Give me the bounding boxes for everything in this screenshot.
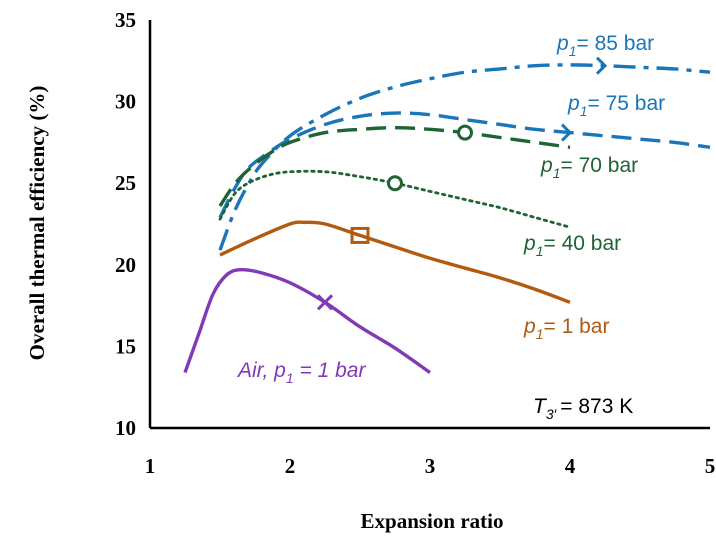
- marker-p75: [560, 123, 573, 142]
- series-label-p70-sub: 1: [553, 165, 561, 181]
- plot-frame: [148, 20, 710, 430]
- series-label-p40: p1= 40 bar: [523, 232, 621, 259]
- x-tick-4: 4: [565, 454, 576, 478]
- temperature-annotation: T3′ = 873 K: [533, 395, 633, 422]
- marker-p70: [457, 124, 473, 141]
- series-label-p40-sub: 1: [536, 243, 544, 259]
- series-line-p40: [218, 169, 572, 229]
- y-axis-title: Overall thermal efficiency (%): [25, 86, 49, 361]
- series-label-p85-prefix: p: [556, 32, 569, 55]
- series-label-p85-suffix: = 85 bar: [576, 32, 654, 55]
- series-label-air-prefix: Air, p: [236, 359, 286, 382]
- x-axis-title: Expansion ratio: [361, 509, 504, 533]
- y-tick-10: 10: [115, 416, 136, 440]
- marker-group: [316, 56, 608, 311]
- temperature-annotation-prefix: T: [533, 395, 548, 418]
- y-tick-35: 35: [115, 8, 136, 32]
- series-label-p1: p1= 1 bar: [523, 315, 609, 342]
- y-tick-30: 30: [115, 90, 136, 114]
- series-label-p75: p1= 75 bar: [567, 92, 665, 119]
- y-tick-20: 20: [115, 253, 136, 277]
- series-label-air-suffix: = 1 bar: [294, 359, 367, 382]
- series-label-p40-suffix: = 40 bar: [543, 232, 621, 255]
- series-line-p1: [219, 220, 571, 304]
- series-label-p1-sub: 1: [536, 326, 544, 342]
- marker-p1: [350, 226, 370, 244]
- marker-p40: [387, 175, 403, 192]
- temperature-annotation-sub: 3′: [546, 406, 558, 422]
- series-label-air-sub: 1: [286, 370, 294, 386]
- marker-p85: [595, 56, 608, 75]
- series-group: [183, 63, 711, 374]
- series-label-p75-suffix: = 75 bar: [587, 92, 665, 115]
- x-tick-labels: 1 2 3 4 5: [145, 454, 716, 478]
- x-tick-5: 5: [705, 454, 716, 478]
- series-label-p75-prefix: p: [567, 92, 580, 115]
- series-label-p70-prefix: p: [540, 154, 553, 177]
- series-label-p70: p1= 70 bar: [540, 154, 638, 181]
- y-tick-labels: 10 15 20 25 30 35: [115, 8, 136, 440]
- x-tick-1: 1: [145, 454, 156, 478]
- series-line-p70: [218, 126, 571, 207]
- y-tick-15: 15: [115, 334, 136, 358]
- series-label-p85-sub: 1: [569, 43, 577, 59]
- series-label-air: Air, p1 = 1 bar: [236, 359, 366, 386]
- y-tick-25: 25: [115, 171, 136, 195]
- series-label-p70-suffix: = 70 bar: [560, 154, 638, 177]
- series-label-p40-prefix: p: [523, 232, 536, 255]
- series-label-p85: p1= 85 bar: [556, 32, 654, 59]
- marker-air: [316, 294, 334, 311]
- x-tick-3: 3: [425, 454, 436, 478]
- series-label-p75-sub: 1: [580, 103, 588, 119]
- series-label-p1-prefix: p: [523, 315, 536, 338]
- series-line-air: [183, 267, 431, 374]
- series-line-p85: [218, 63, 711, 251]
- temperature-annotation-suffix: = 873 K: [560, 395, 633, 418]
- x-tick-2: 2: [285, 454, 296, 478]
- series-label-p1-suffix: = 1 bar: [543, 315, 609, 338]
